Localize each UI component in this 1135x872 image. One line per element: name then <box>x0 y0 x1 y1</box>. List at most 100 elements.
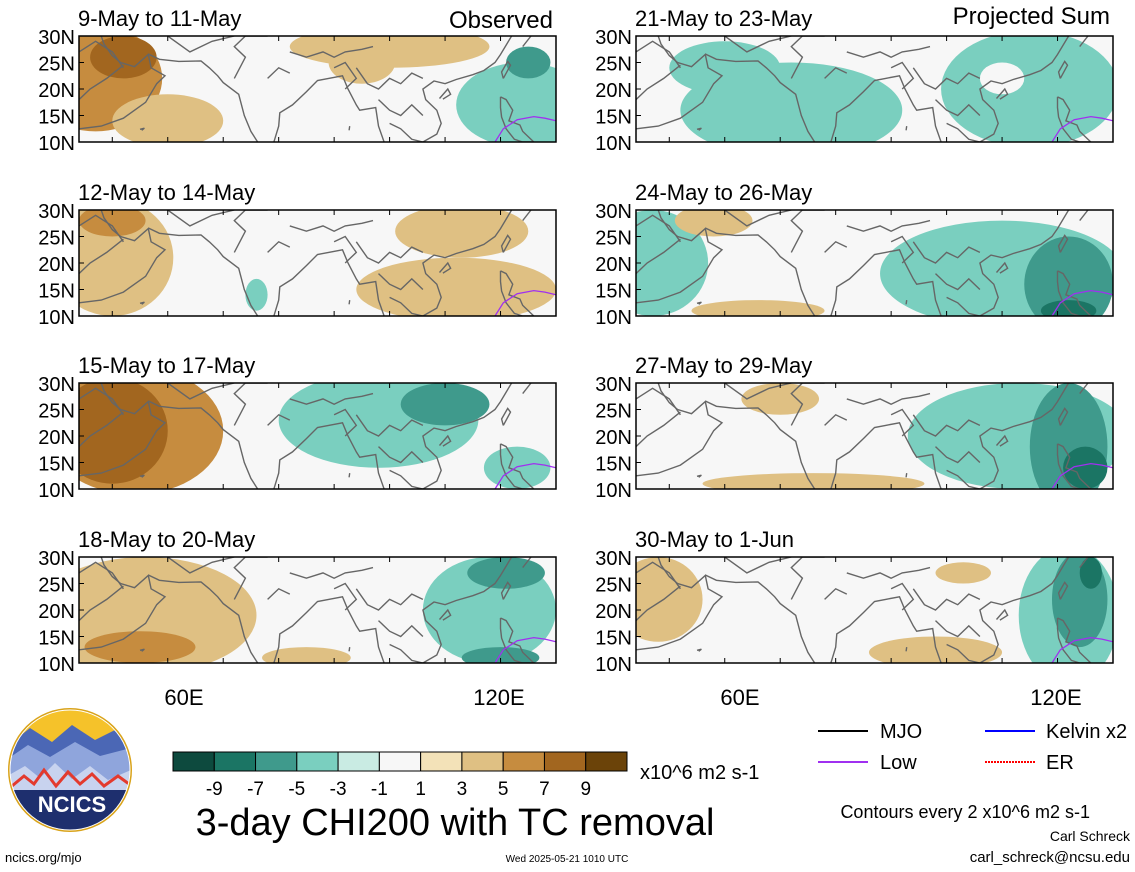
coastline <box>790 557 825 600</box>
coastline <box>267 413 291 426</box>
anomaly-region <box>400 383 490 426</box>
anomaly-region <box>395 210 529 258</box>
coastline <box>333 408 358 437</box>
coastline <box>522 383 532 395</box>
coastline <box>905 473 908 478</box>
ncics-logo: NCICS <box>8 708 132 832</box>
anomaly-region <box>262 647 351 663</box>
coastline <box>378 273 424 291</box>
coastline <box>233 36 268 79</box>
anomaly-region <box>935 562 991 584</box>
contours-note: Contours every 2 x10^6 m2 s-1 <box>840 802 1090 822</box>
coastline <box>824 413 848 426</box>
low-contour <box>1051 462 1113 489</box>
lat-tick-label: 20N <box>595 80 632 102</box>
coastline <box>438 608 452 621</box>
lat-tick-label: 25N <box>38 401 75 423</box>
coastline <box>289 45 374 58</box>
coastline <box>905 300 908 305</box>
coastline <box>636 557 724 651</box>
low-contour <box>1051 115 1113 142</box>
coastline <box>79 36 167 130</box>
lat-tick-label: 10N <box>595 133 632 155</box>
colorbar-swatch <box>502 751 545 772</box>
anomaly-region <box>702 473 925 489</box>
coastline <box>389 557 513 663</box>
lat-tick-label: 10N <box>595 654 632 676</box>
coastline <box>499 96 535 142</box>
legend: MJO Kelvin x2 Low ER <box>818 721 1127 774</box>
lat-tick-label: 30N <box>595 27 632 49</box>
anomaly-region <box>636 210 709 316</box>
low-contour <box>494 462 556 489</box>
coastline <box>233 383 268 426</box>
colorbar: -9 -7 -5 -3 -1 1 3 5 7 9 <box>172 751 628 800</box>
coastline <box>1079 36 1089 48</box>
lat-tick-label: 20N <box>38 254 75 276</box>
site-link[interactable]: ncics.org/mjo <box>5 850 82 865</box>
coastline <box>836 490 844 510</box>
coastline <box>890 235 915 264</box>
panel-title: 12-May to 14-May <box>78 180 255 205</box>
colorbar-swatch <box>378 751 422 772</box>
coastline <box>500 234 512 253</box>
coastline <box>636 64 681 101</box>
coastline <box>279 317 287 337</box>
coastline <box>636 561 681 590</box>
coastline <box>704 227 942 316</box>
coastline <box>846 219 931 232</box>
coastline <box>995 87 1009 100</box>
low-contour <box>494 289 556 316</box>
colorbar-label: -1 <box>371 779 388 800</box>
coastline <box>378 99 424 117</box>
lat-tick-label: 10N <box>595 480 632 502</box>
coastline <box>147 400 385 489</box>
coastline <box>147 53 385 142</box>
coastline <box>378 620 424 638</box>
colorbar-swatch <box>172 751 215 772</box>
coastline <box>79 557 167 651</box>
coastline <box>139 474 145 478</box>
lat-tick-label: 20N <box>38 601 75 623</box>
coastline <box>79 585 124 622</box>
coastline <box>1057 581 1069 600</box>
low-contour <box>494 636 556 663</box>
coastline <box>499 443 535 489</box>
panel-title: 30-May to 1-Jun <box>635 527 794 552</box>
anomaly-region <box>90 36 157 79</box>
anomaly-region <box>456 62 556 142</box>
lon-tick-60e-left: 60E <box>164 685 203 710</box>
coastline <box>636 387 681 416</box>
coastline <box>267 66 291 79</box>
coastline <box>790 210 825 253</box>
coastline <box>912 414 981 437</box>
coastline <box>522 210 532 222</box>
lat-tick-label: 15N <box>38 454 75 476</box>
coastline <box>836 664 844 684</box>
projected-header: Projected Sum <box>953 3 1110 30</box>
anomaly-region <box>636 557 703 642</box>
coastline <box>522 557 532 569</box>
anomaly-region <box>979 62 1025 95</box>
lon-tick-60e-right: 60E <box>720 685 759 710</box>
panel-title: 15-May to 17-May <box>78 353 255 378</box>
coastline <box>389 383 513 489</box>
coastline <box>946 210 1070 316</box>
coastline <box>846 392 931 405</box>
anomaly-region <box>245 278 268 311</box>
legend-mjo-label: MJO <box>880 721 922 743</box>
coastline <box>355 588 424 611</box>
lat-tick-label: 10N <box>38 307 75 329</box>
coastline <box>522 36 532 48</box>
coastline <box>935 273 981 291</box>
coastline <box>1056 96 1092 142</box>
coastline <box>995 261 1009 274</box>
coastline <box>846 45 931 58</box>
colorbar-units: x10^6 m2 s-1 <box>640 762 759 784</box>
coastline <box>499 270 535 316</box>
lat-tick-label: 30N <box>38 201 75 223</box>
coastline <box>696 301 702 305</box>
coastline <box>1057 60 1069 79</box>
panel-title: 27-May to 29-May <box>635 353 812 378</box>
